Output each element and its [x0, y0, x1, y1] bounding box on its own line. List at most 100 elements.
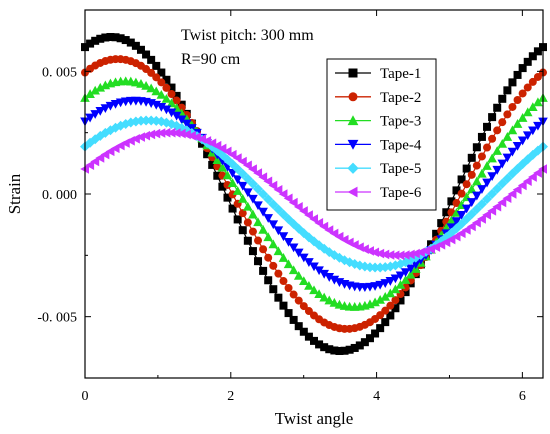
data-point	[243, 160, 252, 171]
data-point	[171, 128, 181, 138]
data-point	[157, 78, 166, 87]
data-point	[517, 180, 527, 191]
data-point	[258, 207, 268, 217]
data-point	[309, 285, 319, 295]
data-point	[477, 185, 487, 194]
legend-marker	[347, 139, 359, 150]
data-point	[461, 225, 471, 235]
data-point	[512, 184, 522, 195]
data-point	[176, 115, 187, 125]
legend-marker	[348, 68, 358, 78]
data-point	[243, 201, 253, 211]
data-point	[90, 110, 100, 119]
data-point	[492, 146, 502, 155]
data-point	[283, 259, 294, 269]
x-tick-label: 4	[373, 389, 380, 404]
data-point	[476, 199, 487, 210]
data-point	[248, 247, 257, 256]
data-point	[380, 291, 391, 301]
data-point	[447, 197, 456, 206]
legend-label: Tape-6	[380, 185, 422, 201]
data-point	[254, 257, 263, 266]
data-point	[299, 276, 309, 286]
series-layer	[80, 32, 548, 356]
x-tick-label: 2	[227, 389, 234, 404]
data-point	[451, 217, 462, 227]
data-point	[319, 292, 329, 302]
data-point	[259, 245, 268, 254]
y-tick-label: 0. 000	[42, 188, 77, 203]
data-point	[482, 178, 492, 188]
data-point	[385, 288, 396, 298]
data-point	[528, 52, 537, 61]
data-point	[85, 160, 95, 170]
data-point	[329, 275, 340, 285]
data-point	[385, 250, 395, 260]
data-point	[218, 182, 227, 191]
data-point	[304, 281, 314, 290]
data-point	[314, 289, 324, 299]
data-point	[461, 204, 472, 214]
data-point	[314, 218, 324, 228]
data-point	[462, 164, 471, 173]
data-point	[375, 280, 385, 290]
legend-box	[326, 58, 437, 211]
data-point	[147, 55, 156, 64]
data-point	[258, 172, 268, 182]
data-point	[390, 274, 401, 284]
data-point	[263, 176, 273, 187]
data-point	[483, 143, 492, 152]
data-point	[203, 150, 212, 159]
data-point	[274, 269, 283, 278]
data-point	[381, 306, 390, 315]
data-point	[232, 175, 243, 185]
data-point	[320, 343, 329, 352]
data-point	[208, 160, 217, 169]
data-point	[467, 170, 476, 179]
data-point	[156, 89, 167, 99]
data-point	[227, 178, 238, 188]
data-point	[466, 221, 476, 232]
data-point	[518, 89, 527, 98]
data-point	[288, 265, 299, 275]
data-point	[278, 253, 289, 262]
data-point	[507, 189, 517, 199]
data-point	[533, 97, 543, 107]
data-point	[85, 113, 95, 123]
data-point	[533, 121, 543, 131]
data-point	[395, 271, 406, 281]
data-point	[176, 128, 186, 139]
data-point	[258, 224, 268, 234]
data-point	[452, 186, 461, 195]
data-point	[498, 94, 507, 103]
data-point	[390, 284, 401, 294]
data-point	[258, 189, 269, 200]
legend-label: Tape-3	[380, 114, 421, 130]
data-point	[269, 261, 278, 270]
data-point	[166, 127, 176, 138]
data-point	[243, 218, 252, 227]
data-point	[116, 34, 125, 43]
data-point	[106, 32, 115, 41]
data-point	[523, 57, 532, 66]
data-point	[477, 214, 486, 224]
legend-marker	[347, 186, 358, 198]
data-point	[146, 129, 156, 140]
data-point	[111, 33, 120, 42]
data-point	[492, 201, 502, 212]
data-point	[324, 295, 335, 305]
data-point	[498, 118, 507, 127]
data-point	[237, 168, 248, 179]
data-point	[299, 327, 308, 336]
data-point	[294, 322, 303, 331]
data-point	[405, 269, 416, 279]
data-point	[222, 170, 233, 180]
data-point	[462, 180, 471, 189]
data-point	[264, 253, 273, 262]
data-point	[248, 227, 257, 236]
data-point	[400, 268, 411, 277]
data-point	[279, 301, 288, 310]
data-point	[400, 250, 410, 260]
x-tick-label: 6	[519, 389, 526, 404]
data-point	[288, 243, 299, 253]
